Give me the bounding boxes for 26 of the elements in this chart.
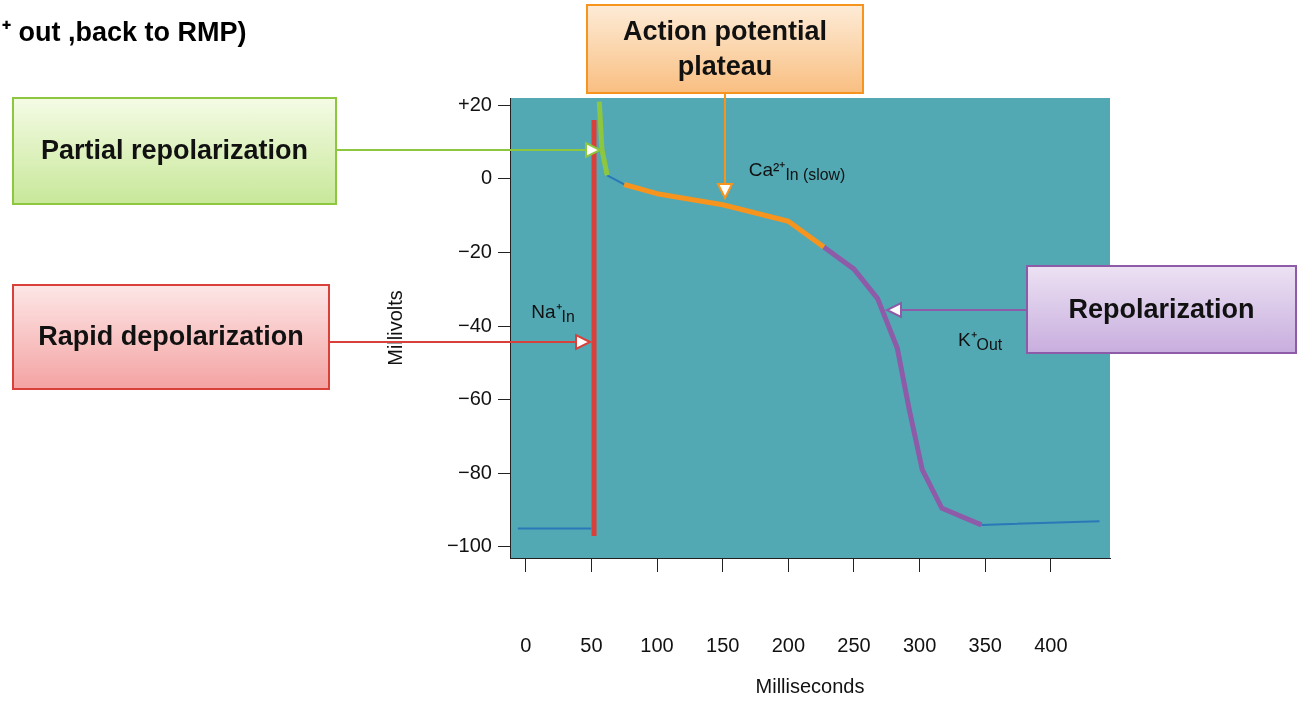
x-tick-label: 200	[771, 633, 806, 656]
y-tick-label: −60	[458, 387, 492, 410]
x-tick-label: 250	[837, 633, 871, 656]
annotation: Repolarization	[1026, 265, 1297, 354]
y-axis-title: Millivolts	[383, 290, 406, 366]
x-tick-label: 50	[580, 633, 603, 656]
text: Rapid depolarization	[12, 284, 330, 390]
x-tick-label: 300	[902, 633, 937, 656]
x-tick-label: 150	[706, 633, 740, 656]
y-tick-label: −100	[446, 534, 492, 557]
text: Action potential plateau	[586, 4, 864, 94]
annotation: Ca²⁺$_{In (slow)}$	[748, 157, 846, 185]
y-tick-label: −40	[458, 313, 492, 336]
text: Partial repolarization	[12, 97, 337, 205]
y-tick-label: −80	[458, 460, 492, 483]
x-tick-label: 100	[640, 633, 674, 656]
x-tick-label: 0	[520, 633, 532, 656]
text: ⁺ out ,back to RMP)	[2, 16, 247, 49]
annotation: K⁺$_{Out}$	[957, 327, 1003, 355]
annotation: Na⁺$_{In}$	[531, 299, 575, 327]
y-tick-label: −20	[458, 240, 492, 263]
x-tick-label: 350	[968, 633, 1002, 656]
y-tick-label: +20	[458, 92, 492, 115]
x-axis-title: Milliseconds	[755, 674, 865, 697]
x-tick-label: 400	[1034, 633, 1068, 656]
y-tick-label: 0	[480, 166, 492, 189]
